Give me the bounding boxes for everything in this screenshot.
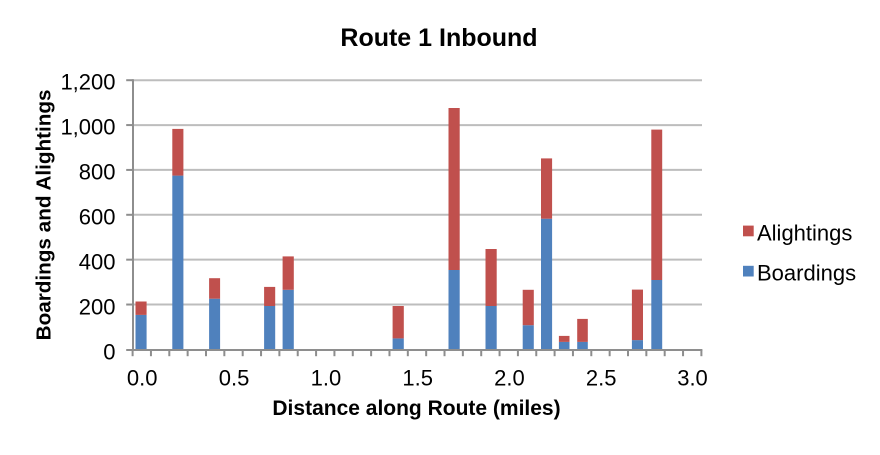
svg-text:600: 600 xyxy=(79,205,116,230)
svg-text:2.5: 2.5 xyxy=(586,365,617,390)
svg-text:Alightings: Alightings xyxy=(757,220,852,245)
svg-text:0.5: 0.5 xyxy=(219,365,250,390)
svg-text:Boardings and Alightings: Boardings and Alightings xyxy=(33,89,56,340)
svg-text:0: 0 xyxy=(103,340,115,365)
svg-text:0.0: 0.0 xyxy=(127,365,158,390)
svg-text:Route 1 Inbound: Route 1 Inbound xyxy=(340,24,537,52)
svg-text:1,000: 1,000 xyxy=(60,115,115,140)
svg-text:1.5: 1.5 xyxy=(402,365,433,390)
svg-text:Distance along Route (miles): Distance along Route (miles) xyxy=(272,397,560,420)
svg-text:200: 200 xyxy=(79,295,116,320)
svg-text:1,200: 1,200 xyxy=(60,70,115,95)
svg-text:2.0: 2.0 xyxy=(494,365,525,390)
svg-text:800: 800 xyxy=(79,160,116,185)
svg-text:Boardings: Boardings xyxy=(757,261,856,286)
svg-text:3.0: 3.0 xyxy=(677,365,708,390)
svg-text:1.0: 1.0 xyxy=(311,365,342,390)
svg-text:400: 400 xyxy=(79,250,116,275)
